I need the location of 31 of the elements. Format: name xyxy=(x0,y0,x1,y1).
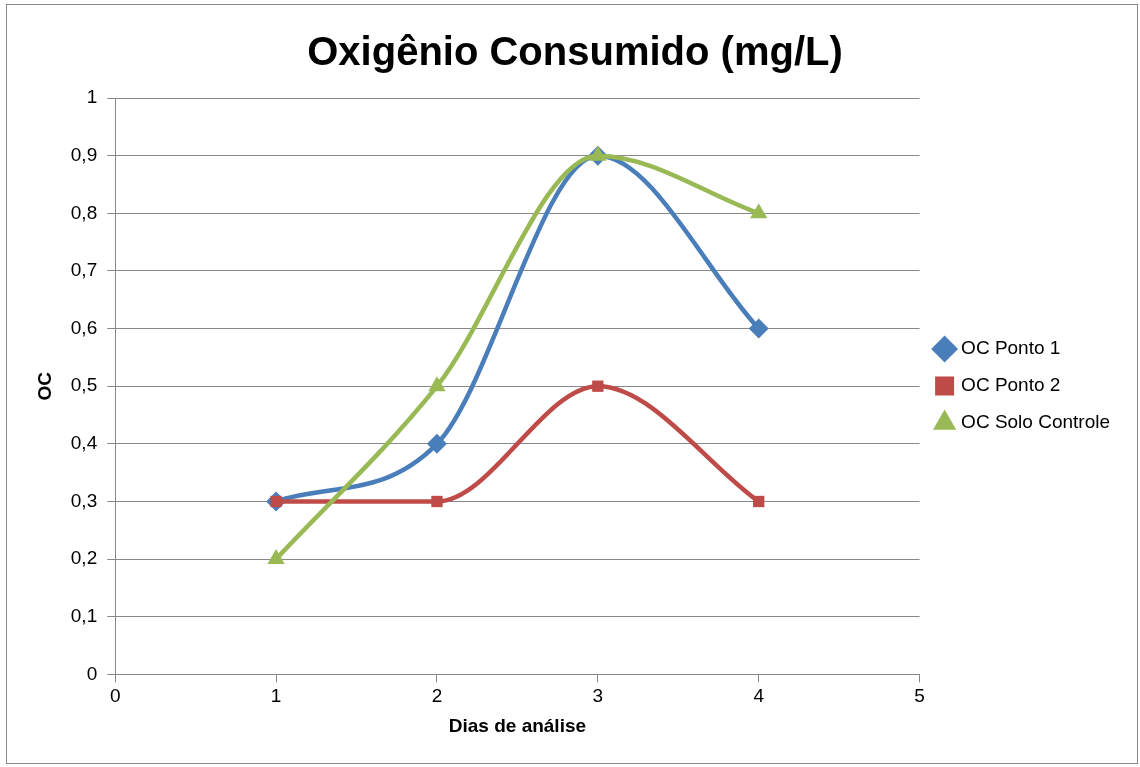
y-axis-title: OC xyxy=(33,371,55,401)
y-tick-label: 1 xyxy=(86,86,98,108)
point xyxy=(750,203,768,219)
x-axis-title: Dias de análise xyxy=(448,714,587,736)
x-tick-label: 3 xyxy=(592,685,604,707)
x-tick-label: 4 xyxy=(753,685,765,707)
y-tick-label: 0,7 xyxy=(70,259,98,281)
y-tick-label: 0,8 xyxy=(70,201,98,223)
y-tick-label: 0,2 xyxy=(70,547,98,569)
point xyxy=(431,495,443,508)
legend-label: OC Ponto 1 xyxy=(961,337,1061,359)
x-tick-label: 2 xyxy=(431,685,443,707)
point xyxy=(428,376,446,392)
point xyxy=(753,495,765,508)
x-tick-label: 0 xyxy=(109,685,121,707)
y-tick-label: 0,6 xyxy=(70,316,98,338)
legend-label: OC Ponto 2 xyxy=(961,374,1061,396)
y-tick-label: 0,5 xyxy=(70,374,98,396)
point xyxy=(426,433,447,454)
legend-label: OC Solo Controle xyxy=(961,411,1110,433)
y-tick-label: 0 xyxy=(86,662,98,684)
y-tick-label: 0,3 xyxy=(70,489,98,511)
y-tick-label: 0,9 xyxy=(70,143,98,165)
y-tick-label: 0,4 xyxy=(70,432,98,454)
x-tick-label: 1 xyxy=(270,685,282,707)
chart-title: Oxigênio Consumido (mg/L) xyxy=(307,29,843,74)
point xyxy=(592,380,604,392)
y-tick-label: 0,1 xyxy=(70,604,98,626)
x-tick-label: 5 xyxy=(914,685,925,707)
point xyxy=(748,318,769,339)
point xyxy=(589,145,607,161)
